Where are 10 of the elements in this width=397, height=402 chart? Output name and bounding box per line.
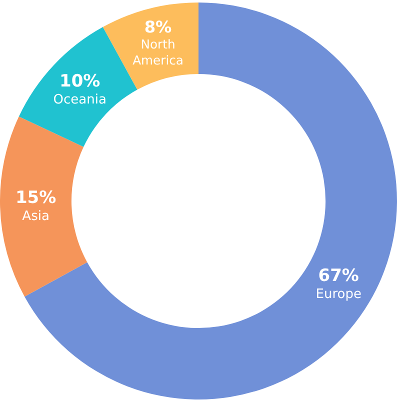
data-label: 15% bbox=[15, 188, 56, 208]
slice-label: North America bbox=[132, 38, 184, 68]
donut-slice bbox=[102, 2, 198, 90]
slice-label: Oceania bbox=[53, 92, 106, 108]
data-label: 10% bbox=[59, 72, 100, 92]
data-label: 8% bbox=[144, 18, 172, 37]
data-label: 67% bbox=[318, 266, 359, 286]
donut-slice bbox=[0, 116, 88, 297]
slice-label: Asia bbox=[22, 209, 50, 224]
slice-label: Europe bbox=[316, 286, 362, 302]
